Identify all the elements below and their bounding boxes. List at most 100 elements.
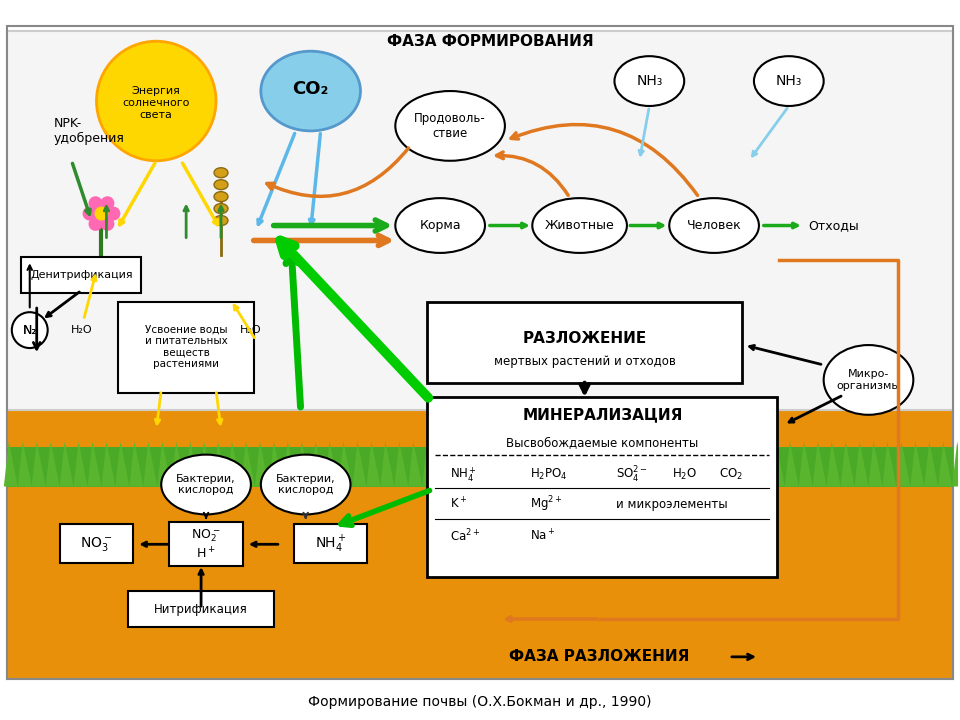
Polygon shape bbox=[324, 441, 339, 487]
Text: NO$_3^-$: NO$_3^-$ bbox=[81, 535, 112, 553]
Polygon shape bbox=[478, 441, 492, 487]
Polygon shape bbox=[4, 441, 18, 487]
FancyBboxPatch shape bbox=[7, 446, 953, 487]
Text: Животные: Животные bbox=[544, 219, 614, 232]
Text: H₂O: H₂O bbox=[240, 325, 262, 335]
Polygon shape bbox=[632, 441, 645, 487]
Text: Отходы: Отходы bbox=[808, 219, 859, 232]
Polygon shape bbox=[87, 441, 102, 487]
Polygon shape bbox=[492, 441, 506, 487]
Polygon shape bbox=[562, 441, 576, 487]
Polygon shape bbox=[799, 441, 813, 487]
Text: N₂: N₂ bbox=[22, 323, 36, 337]
Polygon shape bbox=[617, 441, 632, 487]
Polygon shape bbox=[450, 441, 464, 487]
Text: ФАЗА ФОРМИРОВАНИЯ: ФАЗА ФОРМИРОВАНИЯ bbox=[387, 34, 593, 49]
Text: Высвобождаемые компоненты: Высвобождаемые компоненты bbox=[507, 436, 699, 449]
Ellipse shape bbox=[754, 56, 824, 106]
FancyBboxPatch shape bbox=[427, 302, 742, 383]
Polygon shape bbox=[897, 441, 910, 487]
Polygon shape bbox=[74, 441, 87, 487]
Polygon shape bbox=[464, 441, 478, 487]
Polygon shape bbox=[952, 441, 960, 487]
Circle shape bbox=[101, 197, 114, 210]
Ellipse shape bbox=[614, 56, 684, 106]
Circle shape bbox=[83, 207, 97, 220]
Polygon shape bbox=[827, 441, 841, 487]
Text: H$_2$PO$_4$: H$_2$PO$_4$ bbox=[530, 467, 567, 482]
Text: Mg$^{2+}$: Mg$^{2+}$ bbox=[530, 495, 563, 514]
Text: Бактерии,
кислород: Бактерии, кислород bbox=[177, 474, 236, 495]
Text: Na$^+$: Na$^+$ bbox=[530, 528, 556, 544]
Text: ФАЗА РАЗЛОЖЕНИЯ: ФАЗА РАЗЛОЖЕНИЯ bbox=[510, 649, 689, 665]
Circle shape bbox=[88, 217, 103, 231]
Polygon shape bbox=[771, 441, 785, 487]
Ellipse shape bbox=[396, 198, 485, 253]
Polygon shape bbox=[589, 441, 604, 487]
Circle shape bbox=[97, 41, 216, 161]
Polygon shape bbox=[785, 441, 799, 487]
Text: NH₃: NH₃ bbox=[636, 74, 662, 88]
Text: NO$_2^-$
H$^+$: NO$_2^-$ H$^+$ bbox=[191, 527, 221, 562]
Text: Продоволь-
ствие: Продоволь- ствие bbox=[415, 112, 486, 140]
Polygon shape bbox=[422, 441, 436, 487]
Polygon shape bbox=[311, 441, 324, 487]
Polygon shape bbox=[673, 441, 687, 487]
Polygon shape bbox=[297, 441, 311, 487]
Text: и микроэлементы: и микроэлементы bbox=[616, 498, 728, 511]
Polygon shape bbox=[283, 441, 297, 487]
Circle shape bbox=[12, 312, 48, 348]
Polygon shape bbox=[171, 441, 185, 487]
Polygon shape bbox=[520, 441, 534, 487]
Polygon shape bbox=[882, 441, 897, 487]
FancyBboxPatch shape bbox=[21, 257, 141, 293]
Polygon shape bbox=[213, 441, 227, 487]
Polygon shape bbox=[506, 441, 520, 487]
Text: Микро-
организмы: Микро- организмы bbox=[836, 369, 900, 391]
Polygon shape bbox=[339, 441, 352, 487]
Text: CO$_2$: CO$_2$ bbox=[719, 467, 743, 482]
Text: NH$_4^+$: NH$_4^+$ bbox=[315, 534, 347, 555]
Polygon shape bbox=[352, 441, 367, 487]
Polygon shape bbox=[46, 441, 60, 487]
Polygon shape bbox=[813, 441, 827, 487]
Polygon shape bbox=[380, 441, 395, 487]
Polygon shape bbox=[102, 441, 115, 487]
Text: МИНЕРАЛИЗАЦИЯ: МИНЕРАЛИЗАЦИЯ bbox=[522, 408, 683, 423]
Polygon shape bbox=[743, 441, 756, 487]
FancyBboxPatch shape bbox=[129, 591, 274, 627]
Polygon shape bbox=[18, 441, 32, 487]
Text: NPK-
удобрения: NPK- удобрения bbox=[54, 117, 125, 145]
Polygon shape bbox=[115, 441, 130, 487]
Polygon shape bbox=[130, 441, 143, 487]
Ellipse shape bbox=[261, 454, 350, 514]
Ellipse shape bbox=[261, 51, 360, 131]
Polygon shape bbox=[660, 441, 673, 487]
Polygon shape bbox=[729, 441, 743, 487]
Polygon shape bbox=[910, 441, 924, 487]
Polygon shape bbox=[32, 441, 46, 487]
Ellipse shape bbox=[214, 168, 228, 178]
Polygon shape bbox=[576, 441, 589, 487]
Polygon shape bbox=[408, 441, 422, 487]
Text: SO$_4^{2-}$: SO$_4^{2-}$ bbox=[616, 464, 648, 485]
Polygon shape bbox=[241, 441, 254, 487]
FancyBboxPatch shape bbox=[7, 31, 953, 450]
Text: H₂O: H₂O bbox=[71, 325, 92, 335]
Polygon shape bbox=[157, 441, 171, 487]
Text: мертвых растений и отходов: мертвых растений и отходов bbox=[493, 356, 676, 369]
Polygon shape bbox=[687, 441, 701, 487]
Text: Нитрификация: Нитрификация bbox=[155, 603, 248, 616]
Polygon shape bbox=[227, 441, 241, 487]
Ellipse shape bbox=[532, 198, 627, 253]
Text: РАЗЛОЖЕНИЕ: РАЗЛОЖЕНИЕ bbox=[522, 330, 647, 346]
Text: Денитрификация: Денитрификация bbox=[30, 270, 132, 280]
Polygon shape bbox=[254, 441, 269, 487]
Polygon shape bbox=[269, 441, 283, 487]
Polygon shape bbox=[604, 441, 617, 487]
Polygon shape bbox=[395, 441, 408, 487]
Polygon shape bbox=[199, 441, 213, 487]
Polygon shape bbox=[938, 441, 952, 487]
Polygon shape bbox=[924, 441, 938, 487]
Ellipse shape bbox=[161, 454, 251, 514]
